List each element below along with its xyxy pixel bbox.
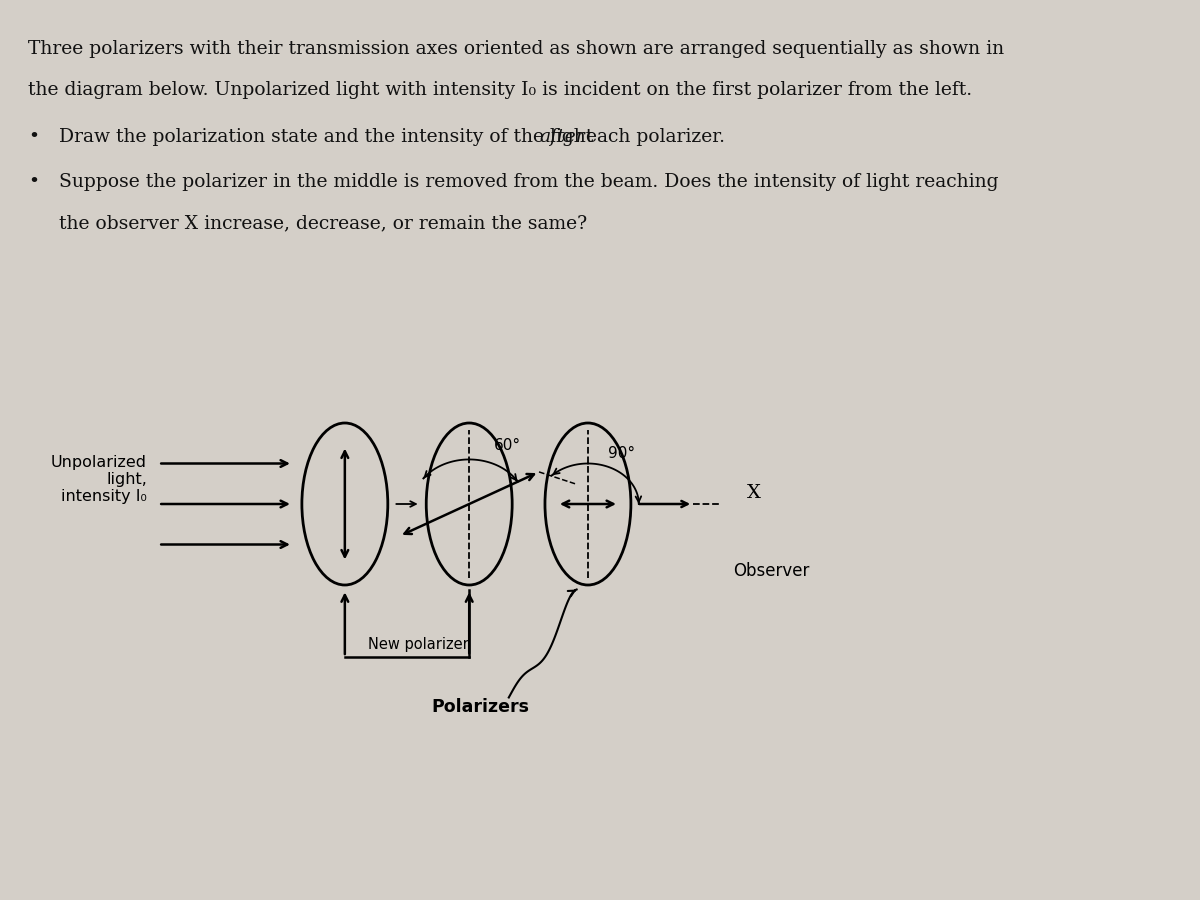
Text: Draw the polarization state and the intensity of the light: Draw the polarization state and the inte… [59,128,599,146]
Text: New polarizer: New polarizer [368,637,469,652]
Text: each polarizer.: each polarizer. [580,128,725,146]
Text: •: • [29,128,40,146]
Text: after: after [539,128,584,146]
Text: Unpolarized
light,
intensity I₀: Unpolarized light, intensity I₀ [50,454,146,504]
Text: X: X [748,484,761,502]
Text: the diagram below. Unpolarized light with intensity I₀ is incident on the first : the diagram below. Unpolarized light wit… [29,81,972,99]
Text: Observer: Observer [733,562,809,580]
Text: Three polarizers with their transmission axes oriented as shown are arranged seq: Three polarizers with their transmission… [29,40,1004,58]
Text: 90°: 90° [608,446,636,462]
Text: Polarizers: Polarizers [432,698,529,716]
Text: 60°: 60° [494,438,521,454]
Text: the observer X increase, decrease, or remain the same?: the observer X increase, decrease, or re… [59,214,587,232]
Text: •: • [29,173,40,191]
Text: Suppose the polarizer in the middle is removed from the beam. Does the intensity: Suppose the polarizer in the middle is r… [59,173,998,191]
